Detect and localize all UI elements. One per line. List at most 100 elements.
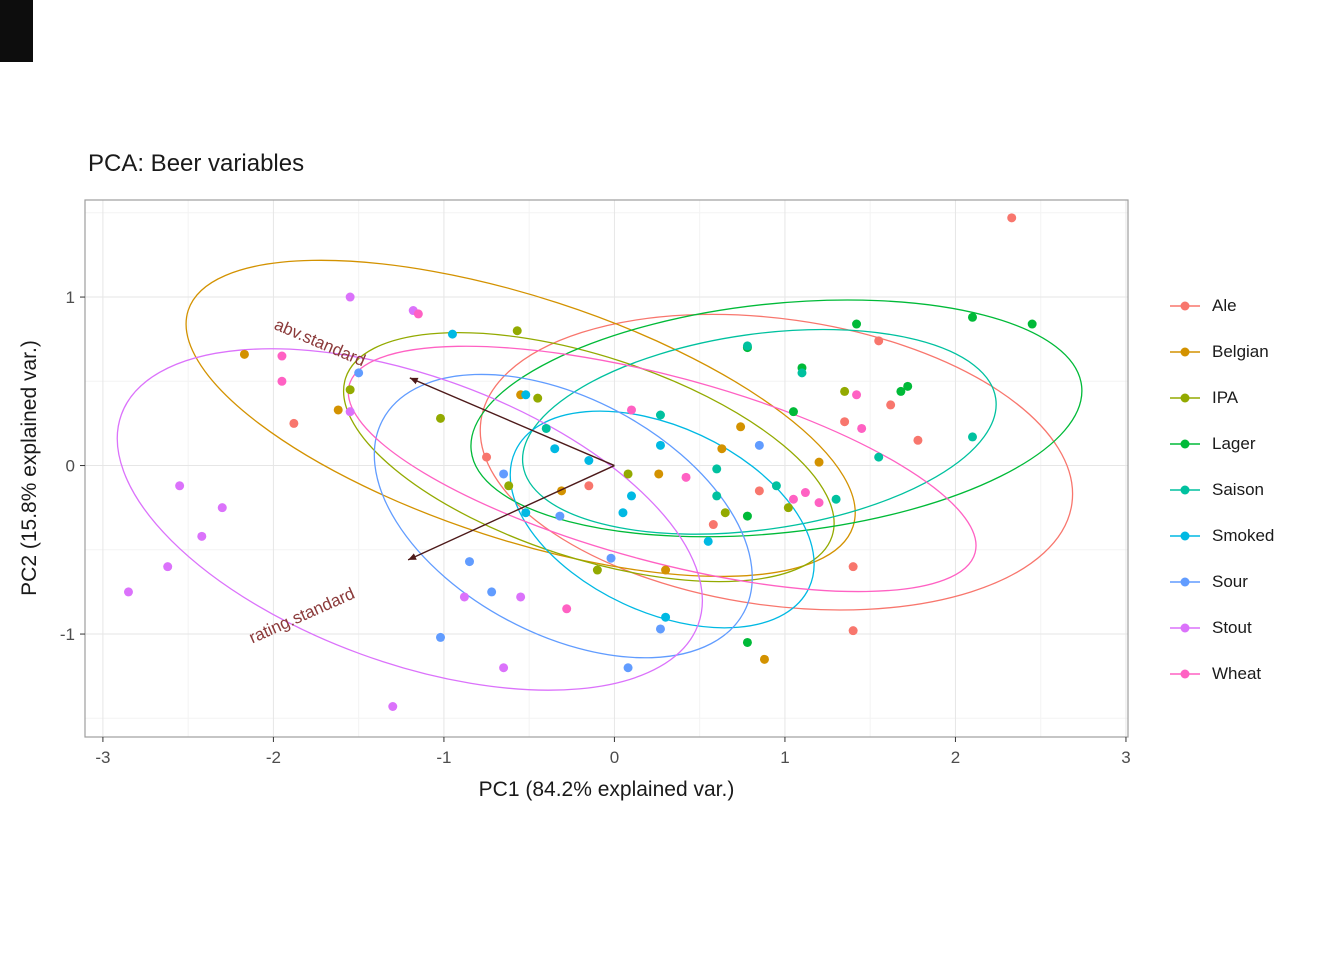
data-point-stout — [217, 503, 227, 513]
data-point-saison — [712, 491, 722, 501]
data-point-lager — [742, 637, 752, 647]
group-ellipse-ale — [479, 313, 1074, 611]
legend-label: Saison — [1212, 480, 1264, 499]
legend-label: Ale — [1212, 296, 1237, 315]
legend-key-icon — [1170, 439, 1200, 449]
data-point-saison — [967, 432, 977, 442]
legend-item-stout: Stout — [1168, 605, 1274, 651]
data-point-ipa — [504, 481, 514, 491]
data-point-ale — [848, 562, 858, 572]
data-point-sour — [464, 557, 474, 567]
chart-title: PCA: Beer variables — [88, 150, 305, 177]
data-point-smoked — [703, 536, 713, 546]
data-point-saison — [742, 341, 752, 351]
data-point-saison — [797, 368, 807, 378]
legend-item-ipa: IPA — [1168, 375, 1274, 421]
data-point-lager — [903, 381, 913, 391]
data-point-smoked — [521, 390, 531, 400]
data-point-saison — [831, 494, 841, 504]
data-point-ipa — [840, 386, 850, 396]
data-point-ale — [874, 336, 884, 346]
legend-key-icon — [1170, 301, 1200, 311]
data-point-ipa — [783, 503, 793, 513]
data-point-smoked — [655, 440, 665, 450]
data-point-sour — [754, 440, 764, 450]
data-point-smoked — [661, 612, 671, 622]
x-tick-label: 1 — [780, 748, 789, 767]
data-point-stout — [499, 663, 509, 673]
data-point-wheat — [277, 351, 287, 361]
data-point-stout — [388, 702, 398, 712]
legend-item-ale: Ale — [1168, 283, 1274, 329]
window-corner-artifact — [0, 0, 33, 62]
loading-arrow — [409, 377, 615, 467]
group-ellipse-saison — [521, 328, 997, 535]
data-point-ipa — [345, 385, 355, 395]
x-tick-label: 3 — [1121, 748, 1130, 767]
data-point-lager — [967, 312, 977, 322]
data-point-stout — [345, 292, 355, 302]
data-point-ale — [584, 481, 594, 491]
data-point-ale — [1007, 213, 1017, 223]
legend-item-sour: Sour — [1168, 559, 1274, 605]
y-tick-label: 1 — [66, 288, 75, 307]
data-point-wheat — [562, 604, 572, 614]
legend-key-icon — [1170, 623, 1200, 633]
y-tick-label: -1 — [60, 625, 75, 644]
data-point-smoked — [447, 329, 457, 339]
data-point-lager — [1027, 319, 1037, 329]
data-point-wheat — [800, 488, 810, 498]
legend-label: Stout — [1212, 618, 1252, 637]
x-tick-label: -2 — [266, 748, 281, 767]
data-point-smoked — [618, 508, 628, 518]
data-point-saison — [712, 464, 722, 474]
data-point-ale — [289, 418, 299, 428]
data-point-belgian — [333, 405, 343, 415]
legend-key-icon — [1170, 485, 1200, 495]
group-ellipse-wheat — [347, 345, 977, 593]
data-point-sour — [436, 632, 446, 642]
data-point-ipa — [720, 508, 730, 518]
group-ellipse-belgian — [185, 259, 856, 578]
data-point-ale — [913, 435, 923, 445]
legend-item-saison: Saison — [1168, 467, 1274, 513]
data-point-sour — [555, 511, 565, 521]
data-point-belgian — [717, 444, 727, 454]
data-point-sour — [354, 368, 364, 378]
data-point-belgian — [239, 349, 249, 359]
legend-key-icon — [1170, 531, 1200, 541]
data-point-ale — [708, 520, 718, 530]
data-point-sour — [487, 587, 497, 597]
data-point-wheat — [413, 309, 423, 319]
legend-label: Sour — [1212, 572, 1248, 591]
group-ellipse-smoked — [509, 410, 815, 629]
data-point-smoked — [550, 444, 560, 454]
data-point-wheat — [852, 390, 862, 400]
data-point-stout — [175, 481, 185, 491]
data-point-ipa — [512, 326, 522, 336]
data-point-belgian — [736, 422, 746, 432]
legend-key-icon — [1170, 577, 1200, 587]
data-point-stout — [345, 407, 355, 417]
x-axis-title: PC1 (84.2% explained var.) — [478, 778, 735, 801]
data-point-sour — [623, 663, 633, 673]
legend-key-icon — [1170, 669, 1200, 679]
legend-item-wheat: Wheat — [1168, 651, 1274, 697]
legend-item-smoked: Smoked — [1168, 513, 1274, 559]
data-point-wheat — [277, 376, 287, 386]
group-ellipse-stout — [116, 348, 704, 691]
data-point-stout — [163, 562, 173, 572]
data-point-ale — [482, 452, 492, 462]
data-point-ale — [840, 417, 850, 427]
group-ellipse-sour — [373, 373, 753, 659]
data-point-smoked — [626, 491, 636, 501]
data-point-smoked — [521, 508, 531, 518]
legend-key-icon — [1170, 393, 1200, 403]
legend-label: Wheat — [1212, 664, 1262, 683]
legend-key-icon — [1170, 347, 1200, 357]
data-point-stout — [516, 592, 526, 602]
data-point-ipa — [436, 413, 446, 423]
